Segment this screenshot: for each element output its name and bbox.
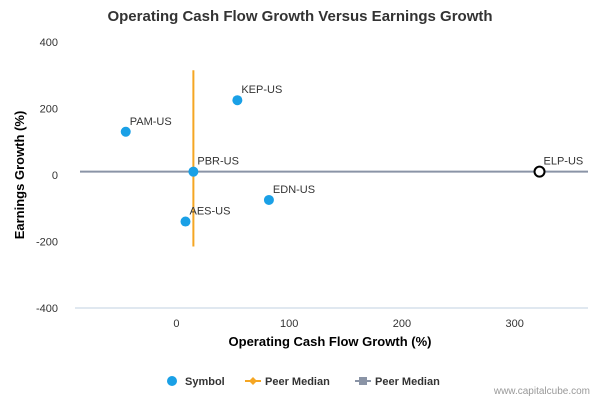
- y-tick-label: 0: [52, 170, 58, 182]
- legend-diamond-marker: [249, 377, 257, 385]
- legend-label: Peer Median: [375, 376, 440, 388]
- legend-label: Peer Median: [265, 376, 330, 388]
- data-point-kep-us[interactable]: [232, 95, 243, 106]
- legend-item[interactable]: Symbol: [167, 376, 225, 388]
- x-tick-label: 100: [280, 318, 298, 330]
- point-label-edn-us: EDN-US: [273, 184, 315, 196]
- point-label-pam-us: PAM-US: [130, 116, 172, 128]
- y-axis-ticks: 400 200 0 -200 -400: [36, 37, 58, 315]
- point-label-kep-us: KEP-US: [241, 84, 282, 96]
- x-tick-label: 300: [506, 318, 524, 330]
- chart-title: Operating Cash Flow Growth Versus Earnin…: [107, 8, 492, 25]
- legend: Symbol Peer Median Peer Median: [167, 376, 440, 388]
- x-tick-label: 200: [393, 318, 411, 330]
- legend-label: Symbol: [185, 376, 225, 388]
- legend-circle-marker: [167, 376, 177, 386]
- x-axis-title: Operating Cash Flow Growth (%): [229, 334, 432, 349]
- x-axis-ticks: 0 100 200 300: [173, 318, 523, 330]
- point-label-aes-us: AES-US: [189, 206, 230, 218]
- credit-text: www.capitalcube.com: [493, 386, 590, 397]
- data-point-aes-us[interactable]: [180, 216, 191, 227]
- y-tick-label: -200: [36, 237, 58, 249]
- data-point-elp-us[interactable]: [533, 165, 546, 178]
- y-axis-title: Earnings Growth (%): [12, 111, 27, 240]
- y-tick-label: -400: [36, 303, 58, 315]
- x-tick-label: 0: [173, 318, 179, 330]
- data-point-pbr-us[interactable]: [188, 166, 199, 177]
- y-tick-label: 400: [40, 37, 58, 49]
- peer-median-lines: [80, 70, 588, 247]
- point-label-elp-us: ELP-US: [544, 156, 584, 168]
- legend-item[interactable]: Peer Median: [355, 376, 440, 388]
- data-point-edn-us[interactable]: [263, 194, 274, 205]
- point-label-pbr-us: PBR-US: [197, 156, 239, 168]
- data-point-pam-us[interactable]: [120, 126, 131, 137]
- y-tick-label: 200: [40, 104, 58, 116]
- data-points: PAM-US KEP-US PBR-US EDN-US AES-US ELP-US: [120, 84, 584, 227]
- legend-square-marker: [359, 377, 367, 385]
- legend-item[interactable]: Peer Median: [245, 376, 330, 388]
